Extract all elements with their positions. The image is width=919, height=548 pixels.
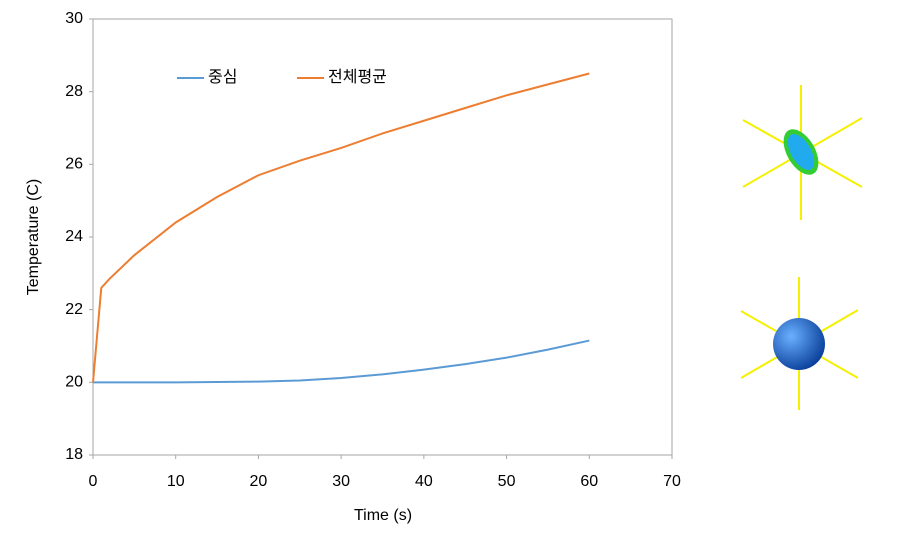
x-tick-label: 50: [498, 473, 516, 490]
y-tick-label: 30: [65, 10, 83, 27]
illustration-bottom: [740, 277, 859, 410]
y-tick-label: 22: [65, 301, 83, 318]
y-tick-label: 28: [65, 83, 83, 100]
y-tick-label: 20: [65, 374, 83, 391]
legend-label: 중심: [208, 68, 237, 86]
x-tick-label: 10: [167, 473, 185, 490]
x-tick-label: 0: [89, 473, 98, 490]
illustration-top: [742, 85, 863, 220]
y-tick-label: 18: [65, 446, 83, 463]
x-tick-label: 20: [250, 473, 268, 490]
y-axis-label: Temperature (C): [25, 179, 42, 295]
x-tick-label: 40: [415, 473, 433, 490]
x-tick-label: 30: [332, 473, 350, 490]
y-tick-label: 26: [65, 156, 83, 173]
series-line: [93, 339, 590, 384]
legend-label: 전체평균: [328, 68, 387, 86]
x-axis-label: Time (s): [354, 507, 412, 524]
y-tick-label: 24: [65, 228, 83, 245]
x-tick-label: 70: [663, 473, 681, 490]
x-tick-label: 60: [580, 473, 598, 490]
series-line: [92, 72, 590, 383]
